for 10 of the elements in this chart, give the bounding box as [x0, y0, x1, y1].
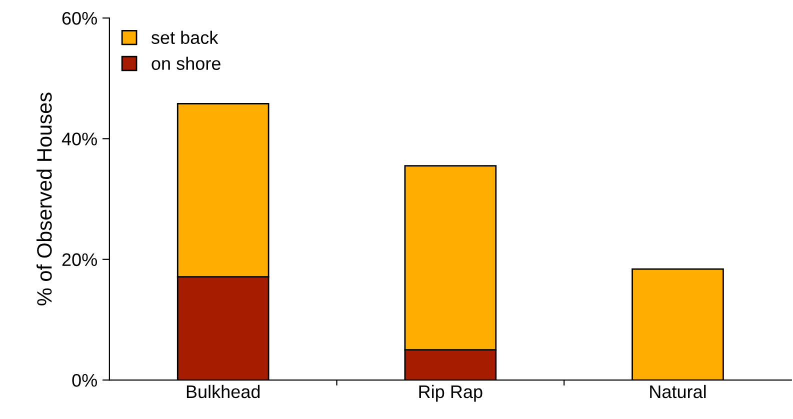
- x-tick-label: Bulkhead: [186, 384, 260, 398]
- x-tick-label: Natural: [650, 384, 706, 398]
- legend-label: on shore: [152, 56, 220, 70]
- y-tick-label: 40%: [62, 132, 97, 146]
- y-tick-label: 60%: [62, 12, 97, 25]
- y-tick-label: 20%: [62, 253, 97, 266]
- y-tick-label: 0%: [72, 374, 97, 387]
- x-tick-label: Rip Rap: [419, 384, 482, 402]
- y-axis-title: % of Observed Houses: [36, 92, 52, 306]
- legend-label: set back: [151, 30, 218, 44]
